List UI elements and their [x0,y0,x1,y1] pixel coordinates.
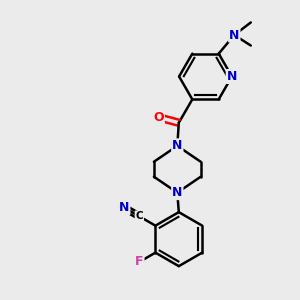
Text: N: N [172,186,182,199]
Text: O: O [153,111,164,124]
Text: N: N [229,28,239,41]
Text: N: N [227,70,237,83]
Text: F: F [135,255,144,268]
Text: N: N [119,201,129,214]
Text: C: C [136,211,143,221]
Text: N: N [172,139,182,152]
